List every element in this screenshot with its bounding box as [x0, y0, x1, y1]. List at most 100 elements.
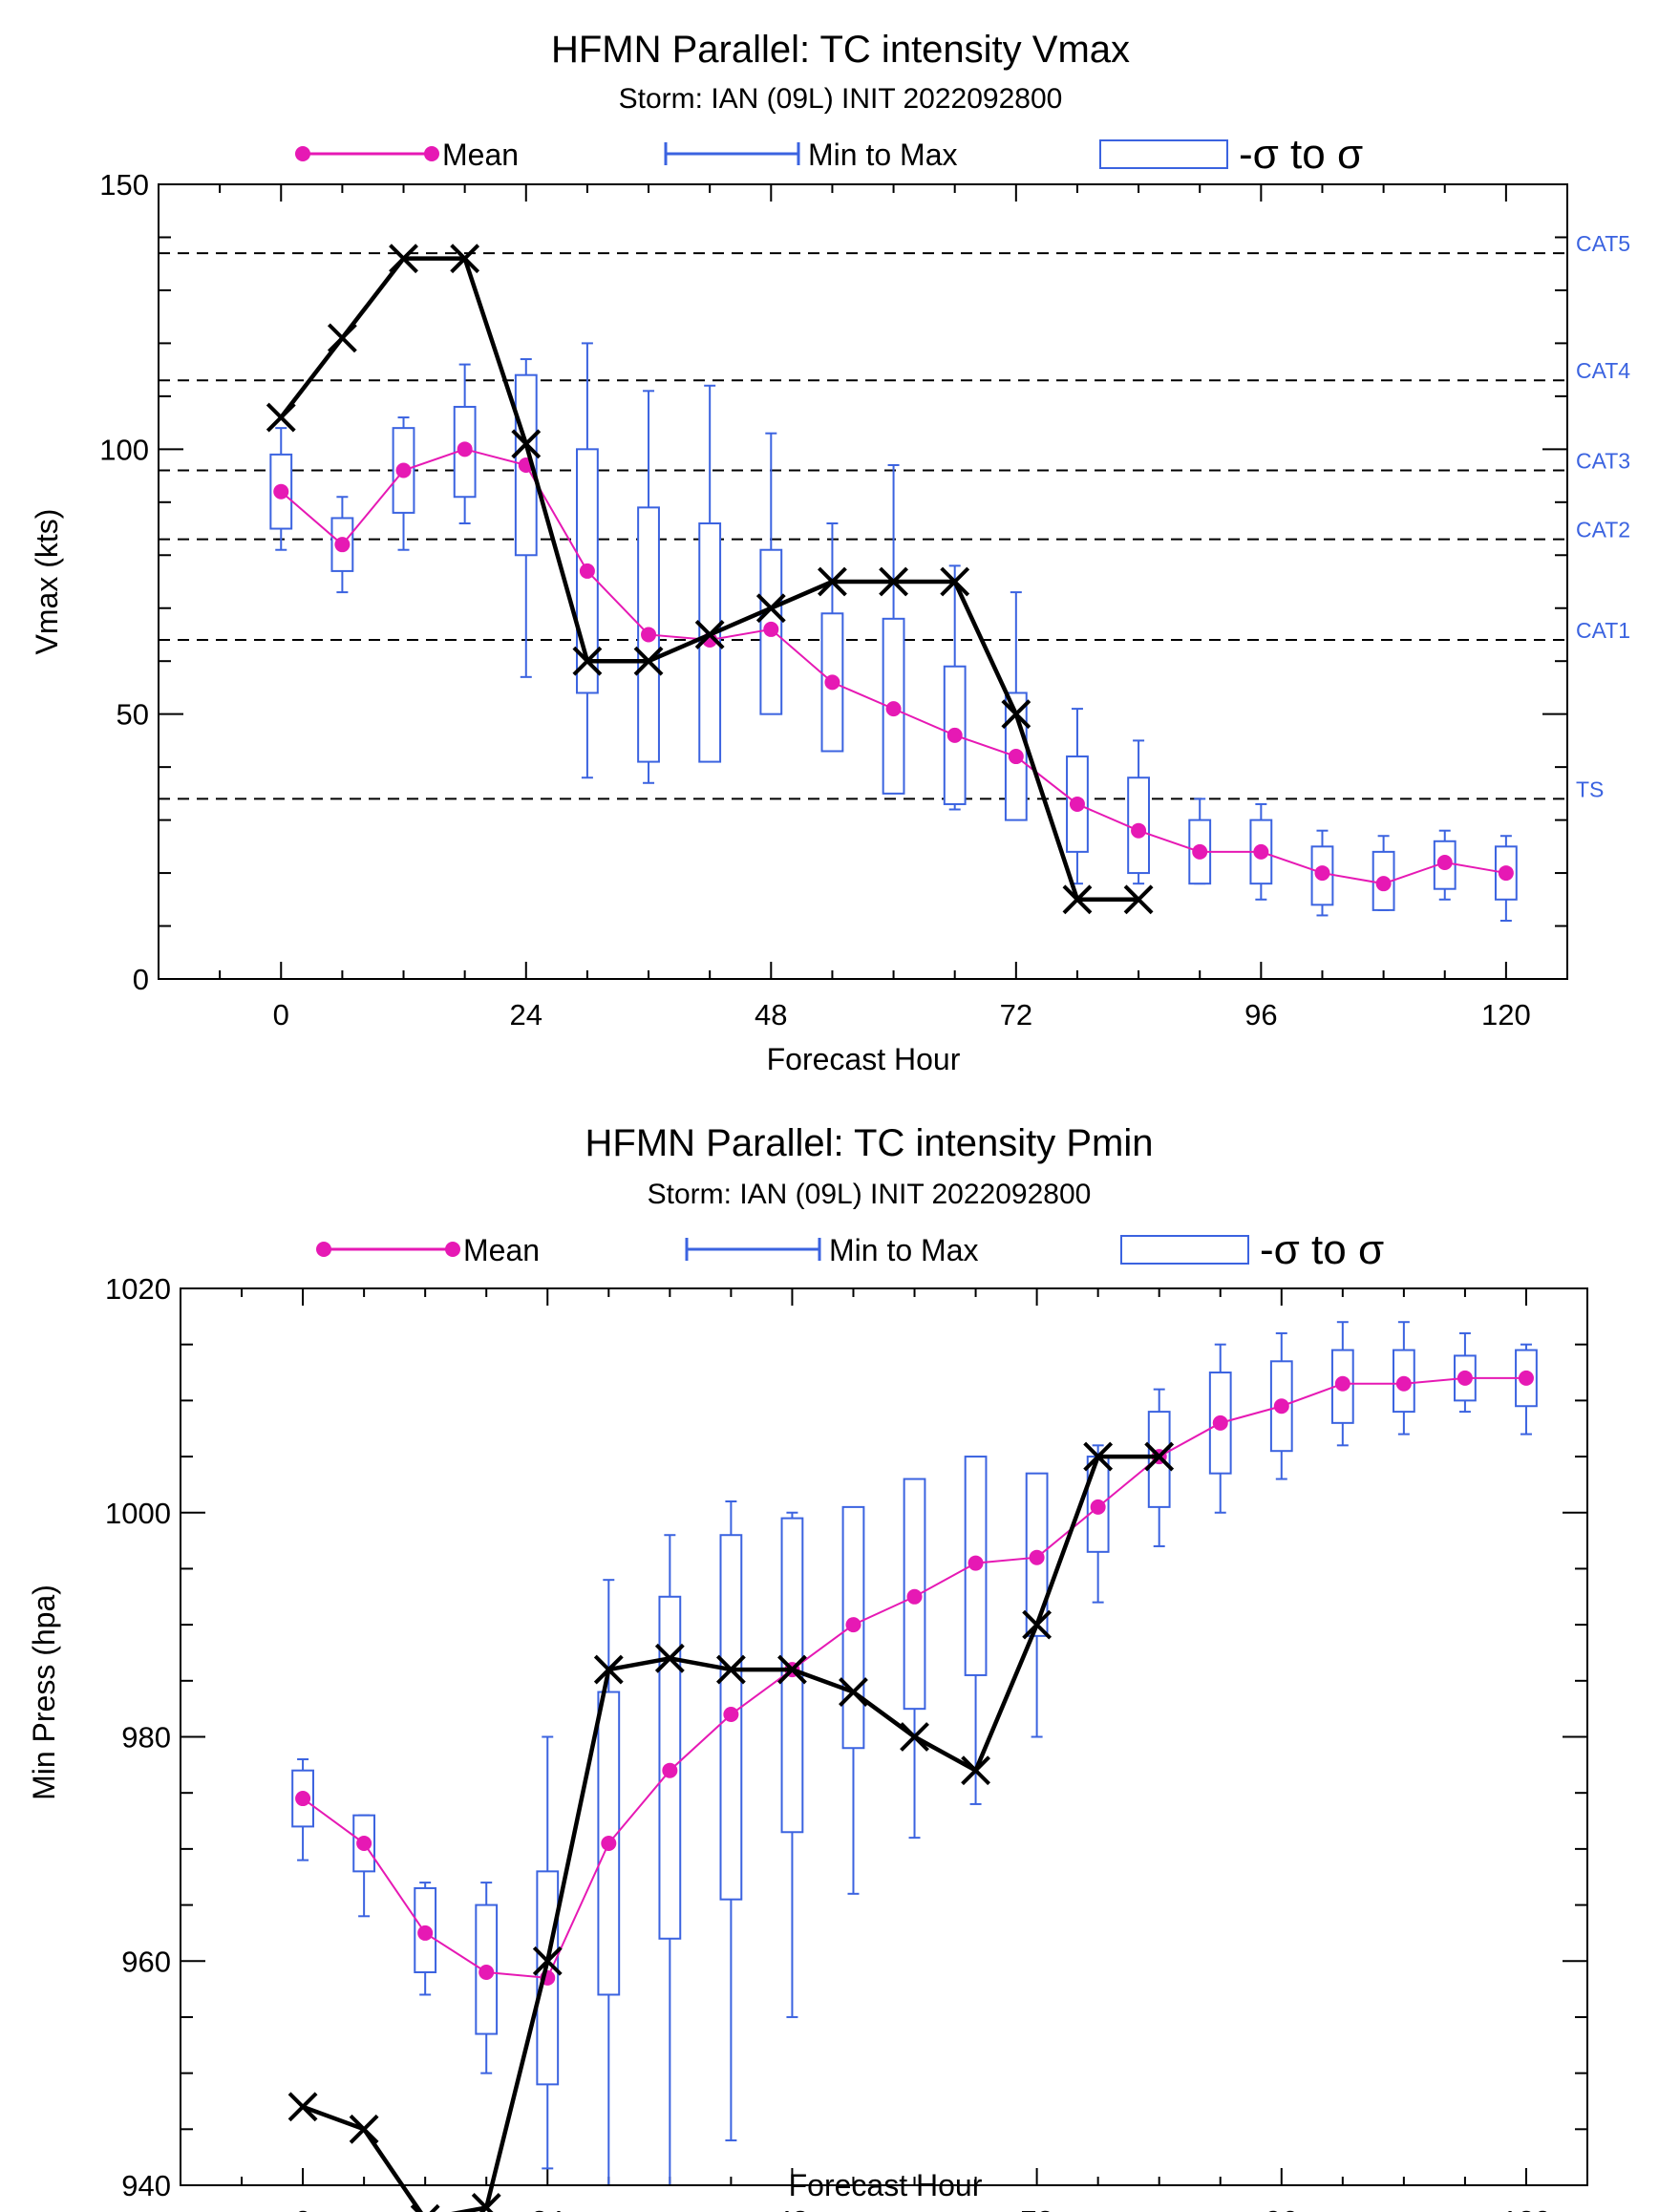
- mean-point: [579, 563, 595, 579]
- mean-point: [845, 1617, 861, 1633]
- pmin-chart-panel: HFMN Parallel: TC intensity Pmin Storm: …: [0, 1106, 1680, 2212]
- mean-point: [1131, 822, 1147, 839]
- chart-legend: Mean Min to Max -σ to σ: [316, 1226, 1384, 1273]
- legend-mean-label: Mean: [442, 138, 519, 172]
- mean-point: [457, 441, 473, 457]
- observed-marker: [349, 2114, 379, 2144]
- observed-marker: [755, 593, 786, 624]
- mean-point: [1436, 854, 1453, 870]
- mean-point: [641, 627, 657, 643]
- observed-marker: [900, 1722, 929, 1752]
- x-axis-label: Forecast Hour: [767, 1042, 961, 1076]
- mean-point: [356, 1836, 372, 1852]
- mean-point: [1498, 865, 1514, 882]
- observed-marker: [532, 1946, 563, 1976]
- mean-point: [1008, 749, 1024, 765]
- reference-label-cat4: CAT4: [1576, 358, 1630, 383]
- chart-legend: Mean Min to Max -σ to σ: [295, 131, 1363, 178]
- observed-marker: [450, 244, 480, 274]
- y-tick-label: 100: [99, 433, 149, 466]
- reference-label-cat5: CAT5: [1576, 231, 1630, 256]
- x-tick-label: 96: [1244, 998, 1277, 1032]
- mean-point: [1029, 1549, 1045, 1565]
- observed-marker: [327, 323, 357, 353]
- legend-sigma-label: -σ to σ: [1239, 131, 1363, 178]
- mean-point: [824, 674, 840, 691]
- y-tick-label: 50: [117, 698, 149, 732]
- observed-marker: [694, 620, 725, 649]
- observed-marker: [1062, 884, 1093, 915]
- y-tick-label: 1000: [105, 1497, 171, 1530]
- x-tick-label: 48: [755, 998, 787, 1032]
- x-tick-label: 72: [1020, 2204, 1053, 2212]
- reference-label-cat3: CAT3: [1576, 449, 1630, 474]
- mean-point: [273, 483, 289, 500]
- x-tick-label: 72: [1000, 998, 1032, 1032]
- observed-marker: [389, 244, 418, 274]
- pmin-chart: HFMN Parallel: TC intensity Pmin Storm: …: [27, 1122, 1588, 2212]
- chart-ticks: 0 24 48 72 96 120 0 50 100 150: [99, 168, 1568, 1032]
- mean-point: [1395, 1375, 1412, 1392]
- mean-point: [1334, 1375, 1350, 1392]
- x-tick-label: 24: [510, 998, 542, 1032]
- y-tick-label: 980: [121, 1721, 171, 1755]
- mean-point: [395, 462, 412, 479]
- observed-marker: [633, 646, 664, 676]
- legend-mean-marker-left: [295, 146, 310, 161]
- legend-mean-label: Mean: [463, 1233, 540, 1267]
- observed-marker: [940, 566, 970, 597]
- chart-subtitle: Storm: IAN (09L) INIT 2022092800: [648, 1179, 1092, 1210]
- category-reference-lines: CAT5 CAT4 CAT3 CAT2 CAT1 TS: [159, 231, 1630, 801]
- mean-point: [1375, 876, 1392, 892]
- observed-marker: [961, 1755, 990, 1786]
- observed-marker: [777, 1654, 807, 1685]
- y-tick-label: 0: [133, 963, 149, 996]
- observed-marker: [1083, 1441, 1114, 1472]
- reference-label-cat1: CAT1: [1576, 618, 1630, 643]
- observed-marker: [572, 646, 603, 676]
- chart-subtitle: Storm: IAN (09L) INIT 2022092800: [619, 83, 1063, 115]
- mean-point: [946, 727, 963, 743]
- y-tick-label: 1020: [105, 1272, 171, 1306]
- legend-sigma-box: [1099, 139, 1228, 169]
- observed-marker: [1144, 1441, 1175, 1472]
- y-axis-label: Min Press (hpa): [27, 1585, 61, 1800]
- mean-point: [1090, 1499, 1106, 1515]
- y-tick-label: 150: [99, 168, 149, 202]
- observed-marker: [410, 2203, 440, 2212]
- chart-title: HFMN Parallel: TC intensity Vmax: [551, 29, 1130, 71]
- reference-label-cat2: CAT2: [1576, 518, 1630, 542]
- observed-marker: [715, 1654, 746, 1685]
- plot-frame: [158, 183, 1568, 980]
- legend-sigma-box: [1120, 1235, 1249, 1265]
- mean-point: [1212, 1414, 1228, 1431]
- mean-point: [601, 1836, 617, 1852]
- mean-point: [968, 1555, 984, 1571]
- mean-point: [1192, 843, 1208, 860]
- x-tick-label: 120: [1501, 2204, 1551, 2212]
- y-tick-label: 960: [121, 1945, 171, 1978]
- observed-marker: [1001, 699, 1031, 730]
- x-tick-label: 0: [294, 2204, 310, 2212]
- mean-point: [1518, 1370, 1534, 1386]
- observed-marker: [593, 1654, 624, 1685]
- observed-marker: [511, 429, 542, 459]
- chart-ticks: 0 24 48 72 96 120 940 960 980 1000 1020: [105, 1272, 1588, 2212]
- observed-marker: [839, 1677, 868, 1707]
- mean-point: [295, 1791, 311, 1807]
- observed-marker: [818, 566, 847, 597]
- chart-title: HFMN Parallel: TC intensity Pmin: [585, 1122, 1154, 1164]
- chart-data: [287, 1321, 1538, 2212]
- legend-mean-marker-right: [445, 1242, 460, 1257]
- y-tick-label: 940: [121, 2169, 171, 2202]
- mean-point: [763, 621, 779, 637]
- mean-point: [1314, 865, 1330, 882]
- observed-marker: [654, 1643, 685, 1673]
- legend-sigma-label: -σ to σ: [1260, 1226, 1384, 1273]
- observed-marker: [1022, 1609, 1053, 1640]
- reference-label-ts: TS: [1576, 776, 1604, 801]
- observed-marker: [266, 402, 296, 433]
- legend-minmax-label: Min to Max: [829, 1233, 978, 1267]
- plot-frame: [180, 1287, 1588, 2186]
- mean-point: [662, 1762, 678, 1778]
